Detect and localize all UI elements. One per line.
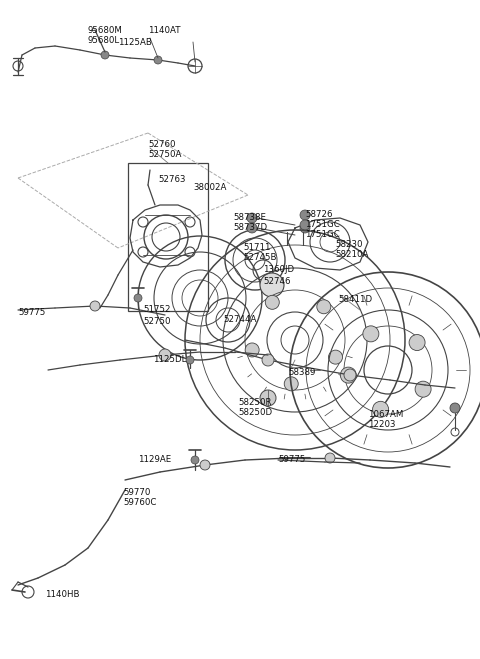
Text: 52745B: 52745B	[243, 253, 276, 262]
Circle shape	[300, 210, 310, 220]
Circle shape	[325, 453, 335, 463]
Circle shape	[191, 456, 199, 464]
Text: 58726: 58726	[305, 210, 333, 219]
Text: 1751GC: 1751GC	[305, 230, 340, 239]
Text: 58737D: 58737D	[233, 223, 267, 232]
Circle shape	[247, 223, 257, 233]
Bar	[128, 163, 208, 311]
Text: 58738E: 58738E	[233, 213, 266, 222]
Circle shape	[409, 335, 425, 351]
Text: 51752: 51752	[143, 305, 170, 314]
Circle shape	[317, 300, 331, 314]
Circle shape	[101, 51, 109, 59]
Text: 52746: 52746	[263, 277, 290, 286]
Text: 52750A: 52750A	[148, 150, 181, 159]
Text: 12203: 12203	[368, 420, 396, 429]
Text: 58411D: 58411D	[338, 295, 372, 304]
Text: 59760C: 59760C	[123, 498, 156, 507]
Circle shape	[245, 343, 259, 357]
Text: 58230: 58230	[335, 240, 362, 249]
Circle shape	[328, 350, 343, 364]
Circle shape	[300, 223, 310, 233]
Text: 58250D: 58250D	[238, 408, 272, 417]
Text: 1140AT: 1140AT	[148, 26, 180, 35]
Text: 52750: 52750	[143, 317, 170, 326]
Circle shape	[134, 294, 142, 302]
Text: 1067AM: 1067AM	[368, 410, 403, 419]
Circle shape	[372, 401, 389, 417]
Circle shape	[344, 369, 356, 381]
Circle shape	[284, 377, 298, 391]
Text: 59775: 59775	[278, 455, 305, 464]
Circle shape	[262, 354, 274, 366]
Text: 52763: 52763	[158, 175, 185, 184]
Text: 1751GC: 1751GC	[305, 220, 340, 229]
Circle shape	[363, 326, 379, 342]
Text: 58389: 58389	[288, 368, 315, 377]
Text: 58250R: 58250R	[238, 398, 272, 407]
Circle shape	[186, 356, 194, 364]
Text: 59775: 59775	[18, 308, 46, 317]
Circle shape	[200, 460, 210, 470]
Circle shape	[260, 390, 276, 406]
Circle shape	[90, 301, 100, 311]
Text: 1360JD: 1360JD	[263, 265, 294, 274]
Circle shape	[415, 381, 431, 397]
Text: 51711: 51711	[243, 243, 271, 252]
Text: 38002A: 38002A	[193, 183, 227, 192]
Circle shape	[450, 403, 460, 413]
Text: 95680M: 95680M	[88, 26, 123, 35]
Text: 59770: 59770	[123, 488, 150, 497]
Circle shape	[247, 213, 257, 223]
Text: 1129AE: 1129AE	[138, 455, 171, 464]
Circle shape	[300, 220, 310, 230]
Circle shape	[159, 349, 171, 361]
Circle shape	[340, 367, 356, 383]
Text: 52760: 52760	[148, 140, 176, 149]
Text: 1125AB: 1125AB	[118, 38, 152, 47]
Circle shape	[154, 56, 162, 64]
Text: 58210A: 58210A	[335, 250, 368, 259]
Text: 1125DL: 1125DL	[153, 355, 186, 364]
Text: 1140HB: 1140HB	[45, 590, 80, 599]
Text: 52744A: 52744A	[223, 315, 256, 324]
Text: 95680L: 95680L	[88, 36, 120, 45]
Circle shape	[265, 295, 279, 309]
Circle shape	[260, 273, 284, 297]
